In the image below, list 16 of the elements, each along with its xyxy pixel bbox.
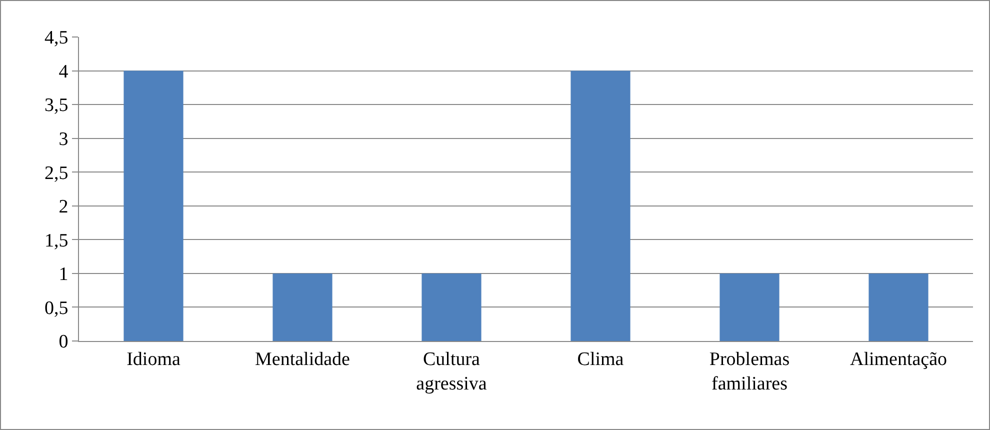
y-tick-label: 2,5 [44,162,68,184]
y-tick-label: 0 [58,332,68,353]
y-tick-label: 3 [58,128,68,150]
y-tick-label: 1 [58,264,68,286]
x-tick-label: Alimentação [850,348,948,370]
y-tick-label: 4 [58,61,69,82]
y-tick-label: 4,5 [44,28,68,49]
x-tick-label: Idioma [126,348,181,370]
y-tick-label: 2 [58,196,68,218]
x-tick-label: Cultura agressiva [416,348,488,394]
y-tick-label: 0,5 [44,298,68,319]
x-tick-label: Mentalidade [255,348,350,370]
y-tick-label: 1,5 [44,230,68,252]
x-tick-label: Clima [577,348,624,370]
x-tick-label: Problemas familiares [709,348,790,394]
y-tick-label: 3,5 [44,95,68,116]
